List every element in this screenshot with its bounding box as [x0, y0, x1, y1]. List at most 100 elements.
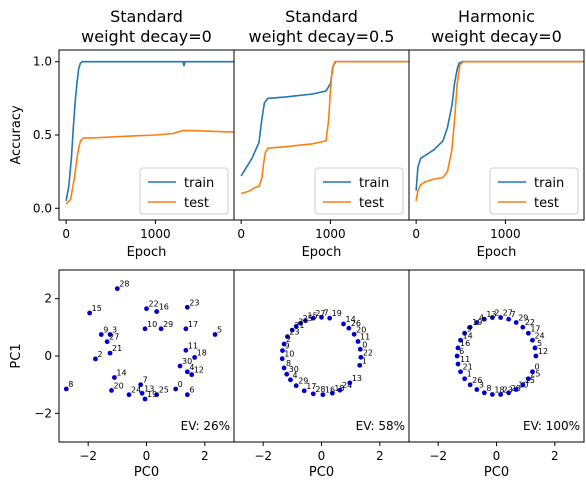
- point-label-15: 15: [92, 304, 102, 313]
- x-tick-label: 0: [237, 227, 245, 241]
- point-label-27: 27: [503, 309, 513, 318]
- point-label-29: 29: [298, 377, 308, 386]
- point-label-14: 14: [463, 331, 473, 340]
- point-30: [284, 371, 290, 377]
- x-tick-label: 0: [493, 449, 501, 463]
- point-label-5: 5: [537, 339, 542, 348]
- point-0: [173, 386, 179, 392]
- point-label-16: 16: [460, 339, 470, 348]
- point-label-16: 16: [159, 303, 169, 312]
- x-tick-label: 1000: [315, 227, 346, 241]
- point-19: [327, 315, 333, 321]
- point-label-28: 28: [119, 280, 129, 289]
- point-label-18: 18: [197, 348, 207, 357]
- point-0: [357, 346, 363, 352]
- point-label-14: 14: [116, 369, 126, 378]
- line-chart-1: 0 1000 0.0 0.5 1.0 Epoch Accuracy Standardweigh…: [9, 7, 234, 260]
- point-label-9: 9: [103, 326, 108, 335]
- y-tick-label: 0.0: [33, 201, 52, 215]
- y-axis-label: Accuracy: [9, 105, 24, 165]
- point-10: [513, 387, 519, 392]
- point-label-27: 27: [109, 333, 119, 342]
- legend: train test: [489, 167, 579, 215]
- chart-title-line1: Standard: [110, 7, 183, 26]
- point-12: [189, 372, 195, 378]
- point-label-30: 30: [289, 365, 299, 374]
- point-4: [288, 377, 293, 383]
- point-28: [114, 286, 120, 292]
- point-26: [467, 382, 473, 388]
- point-label-3: 3: [298, 317, 303, 326]
- point-label-21: 21: [112, 344, 122, 353]
- point-label-21: 21: [463, 363, 473, 372]
- point-24: [126, 392, 132, 398]
- x-tick-label: 0: [412, 227, 420, 241]
- point-28: [310, 391, 316, 397]
- point-10: [142, 326, 148, 332]
- point-6: [184, 392, 190, 398]
- point-label-28: 28: [315, 385, 325, 394]
- point-12: [533, 353, 539, 359]
- point-label-3: 3: [112, 326, 117, 335]
- x-tick-label: −2: [79, 449, 97, 463]
- point-label-24: 24: [534, 331, 544, 340]
- point-17: [301, 388, 307, 394]
- y-tick-label: 1.0: [33, 55, 52, 69]
- series-train-line: [415, 60, 584, 191]
- point-label-17: 17: [306, 382, 316, 391]
- point-3: [107, 332, 113, 337]
- point-2: [489, 315, 495, 320]
- point-label-14: 14: [346, 315, 356, 324]
- point-label-6: 6: [459, 347, 464, 356]
- chart-title-line2: weight decay=0.5: [249, 27, 395, 46]
- point-9: [462, 330, 468, 336]
- point-21: [107, 350, 113, 356]
- point-label-23: 23: [289, 328, 299, 337]
- y-tick-label: −2: [34, 406, 52, 420]
- point-21: [458, 369, 463, 375]
- legend-label-test: test: [184, 196, 209, 211]
- point-label-8: 8: [286, 359, 291, 368]
- point-label-25: 25: [303, 314, 313, 323]
- point-27: [498, 315, 504, 320]
- x-axis-label: PC0: [309, 465, 334, 480]
- point-23: [285, 334, 290, 340]
- point-label-4: 4: [189, 363, 194, 372]
- point-13: [481, 316, 487, 322]
- point-13: [139, 390, 145, 396]
- x-axis-label: Epoch: [477, 245, 517, 260]
- point-label-10: 10: [147, 320, 157, 329]
- y-tick-label: 0: [44, 349, 52, 363]
- series-train-line: [65, 60, 234, 202]
- x-tick-label: 0: [318, 449, 326, 463]
- x-tick-label: 1000: [140, 227, 171, 241]
- x-tick-label: 2: [551, 449, 559, 463]
- point-label-2: 2: [97, 350, 102, 359]
- legend: train test: [139, 167, 229, 215]
- point-18: [192, 355, 198, 360]
- point-label-12: 12: [538, 347, 548, 356]
- point-1: [462, 376, 468, 382]
- point-label-8: 8: [486, 384, 491, 393]
- point-11: [355, 339, 361, 344]
- point-15: [87, 310, 93, 316]
- point-23: [184, 304, 190, 310]
- point-label-8: 8: [68, 380, 73, 389]
- point-23: [498, 392, 504, 397]
- point-10: [279, 356, 285, 362]
- point-29: [293, 383, 299, 389]
- point-25: [298, 320, 304, 326]
- x-tick-label: 2: [201, 449, 209, 463]
- point-label-19: 19: [332, 309, 342, 318]
- point-6: [454, 353, 460, 359]
- point-13: [347, 380, 353, 386]
- point-label-0: 0: [362, 340, 367, 349]
- point-8: [63, 386, 69, 392]
- point-4: [474, 320, 480, 325]
- point-label-19: 19: [472, 318, 482, 327]
- point-7: [319, 314, 324, 320]
- point-label-1: 1: [467, 370, 472, 379]
- x-axis-label: Epoch: [302, 245, 342, 260]
